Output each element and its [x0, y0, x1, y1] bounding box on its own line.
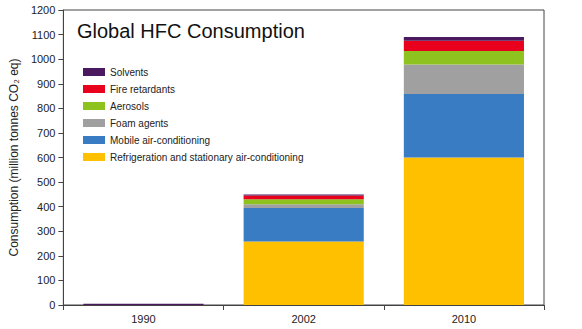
svg-text:0: 0: [49, 299, 55, 311]
svg-text:1990: 1990: [131, 313, 155, 325]
svg-text:100: 100: [37, 274, 55, 286]
svg-text:Refrigeration and stationary a: Refrigeration and stationary air-conditi…: [110, 152, 303, 163]
svg-text:1200: 1200: [31, 4, 55, 16]
svg-text:Fire retardants: Fire retardants: [110, 84, 175, 95]
svg-text:2010: 2010: [452, 313, 476, 325]
svg-text:Mobile air-conditioning: Mobile air-conditioning: [110, 135, 210, 146]
svg-text:Consumption (million tonnes CO: Consumption (million tonnes CO₂ eq): [7, 58, 21, 256]
svg-text:1100: 1100: [32, 29, 56, 41]
svg-text:2002: 2002: [291, 313, 315, 325]
svg-text:500: 500: [37, 176, 55, 188]
svg-text:Global HFC Consumption: Global HFC Consumption: [77, 20, 305, 42]
svg-text:1000: 1000: [31, 53, 55, 65]
svg-text:Foam agents: Foam agents: [110, 118, 168, 129]
svg-text:Solvents: Solvents: [110, 67, 148, 78]
svg-text:Aerosols: Aerosols: [110, 101, 149, 112]
svg-text:400: 400: [37, 201, 55, 213]
svg-text:800: 800: [37, 102, 55, 114]
svg-text:700: 700: [37, 127, 55, 139]
svg-text:600: 600: [37, 152, 55, 164]
svg-text:200: 200: [37, 250, 55, 262]
svg-text:900: 900: [37, 78, 55, 90]
svg-text:300: 300: [37, 225, 55, 237]
